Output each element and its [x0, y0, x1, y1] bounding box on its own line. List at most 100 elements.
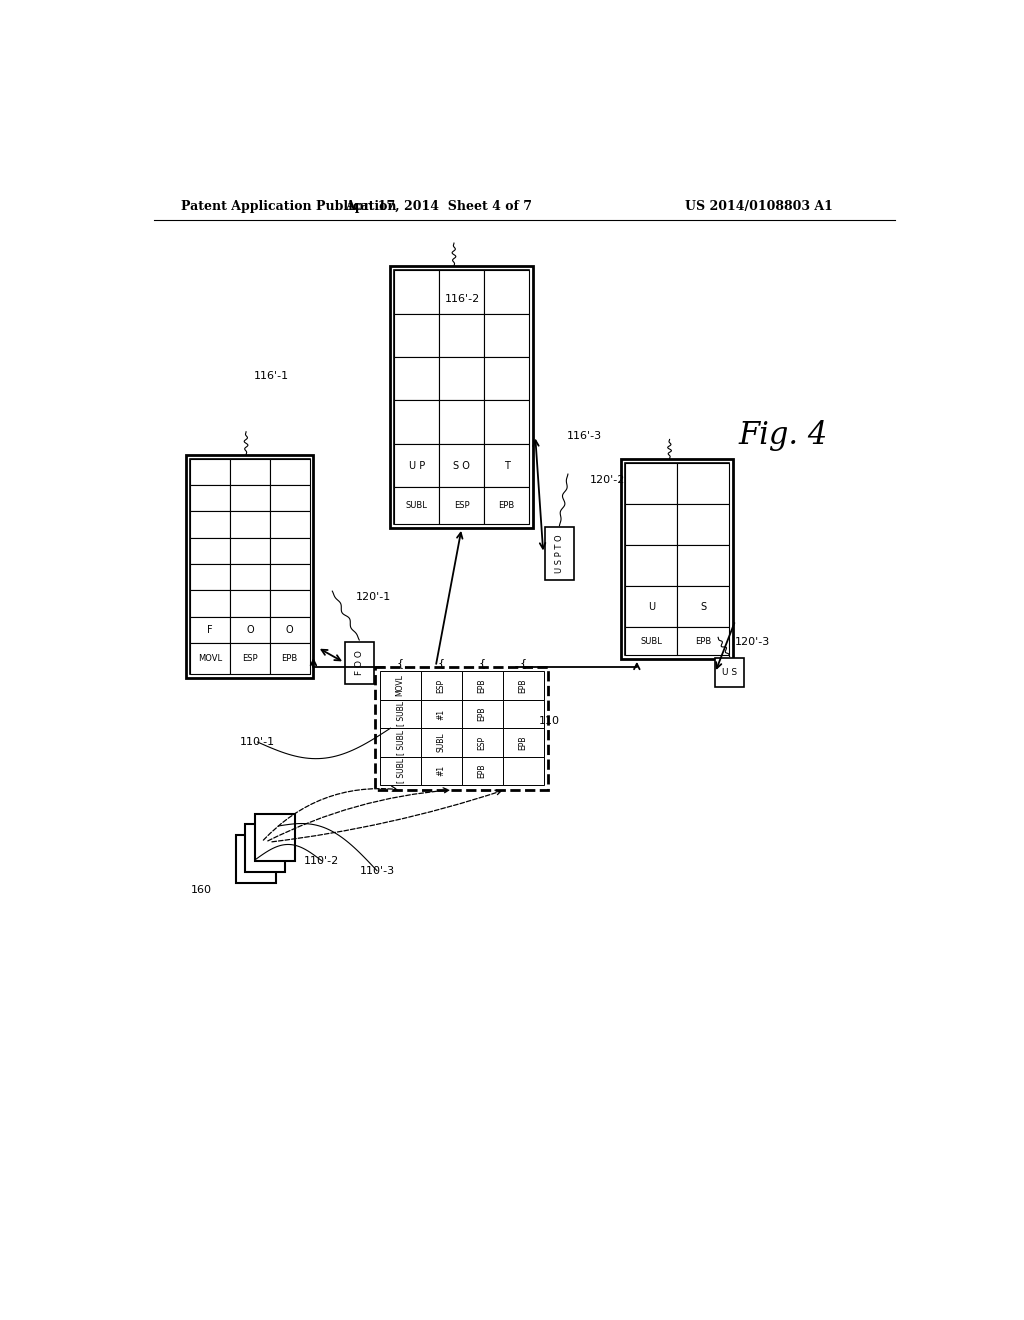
- Bar: [484, 400, 529, 444]
- Bar: [503, 700, 544, 729]
- Bar: [462, 756, 503, 785]
- Bar: [484, 444, 529, 487]
- Text: EPB: EPB: [519, 678, 527, 693]
- Text: 116'-1: 116'-1: [254, 371, 289, 380]
- Text: {: {: [437, 659, 444, 668]
- Bar: [626, 586, 677, 627]
- Bar: [190, 484, 230, 511]
- Bar: [269, 484, 309, 511]
- Bar: [246, 825, 286, 873]
- Text: Patent Application Publication: Patent Application Publication: [180, 199, 396, 213]
- Text: EPB: EPB: [477, 706, 486, 721]
- Text: U S: U S: [722, 668, 737, 677]
- Text: 110'-1: 110'-1: [240, 737, 275, 747]
- Bar: [715, 659, 744, 688]
- Text: O: O: [246, 624, 254, 635]
- Bar: [190, 537, 230, 564]
- Text: SUBL: SUBL: [406, 502, 428, 511]
- Bar: [190, 459, 230, 484]
- Text: US 2014/0108803 A1: US 2014/0108803 A1: [685, 199, 833, 213]
- Bar: [626, 627, 677, 655]
- Text: F: F: [207, 624, 213, 635]
- Bar: [345, 642, 374, 684]
- Text: 110: 110: [539, 715, 560, 726]
- Text: #1: #1: [436, 766, 445, 776]
- Text: Fig. 4: Fig. 4: [739, 420, 828, 451]
- Bar: [190, 564, 230, 590]
- Text: U P: U P: [409, 461, 425, 470]
- Bar: [380, 756, 421, 785]
- Bar: [380, 700, 421, 729]
- Text: ESP: ESP: [477, 735, 486, 750]
- Bar: [269, 537, 309, 564]
- Bar: [230, 484, 269, 511]
- Text: {: {: [396, 659, 403, 668]
- Text: 110'-2: 110'-2: [304, 855, 339, 866]
- Bar: [269, 511, 309, 537]
- Text: MOVL: MOVL: [395, 675, 404, 697]
- Bar: [230, 590, 269, 616]
- Text: 110'-3: 110'-3: [359, 866, 394, 875]
- Bar: [484, 314, 529, 356]
- Text: ESP: ESP: [242, 655, 258, 663]
- Bar: [269, 564, 309, 590]
- Bar: [230, 643, 269, 675]
- Bar: [439, 444, 484, 487]
- Bar: [626, 462, 729, 655]
- Text: 160: 160: [190, 884, 212, 895]
- Text: S: S: [700, 602, 707, 611]
- Text: 120'-1: 120'-1: [355, 593, 390, 602]
- Bar: [237, 836, 276, 883]
- Text: [ SUBL: [ SUBL: [395, 730, 404, 755]
- Bar: [269, 616, 309, 643]
- Bar: [677, 627, 729, 655]
- Bar: [269, 459, 309, 484]
- Bar: [421, 671, 462, 700]
- Text: ESP: ESP: [436, 678, 445, 693]
- Bar: [462, 729, 503, 756]
- Bar: [394, 271, 439, 314]
- Bar: [545, 527, 574, 579]
- Text: MOVL: MOVL: [198, 655, 222, 663]
- Text: EPB: EPB: [477, 678, 486, 693]
- Bar: [503, 729, 544, 756]
- Bar: [394, 314, 439, 356]
- Bar: [230, 564, 269, 590]
- Bar: [186, 455, 313, 678]
- Bar: [503, 756, 544, 785]
- Bar: [622, 459, 733, 659]
- Text: SUBL: SUBL: [640, 636, 663, 645]
- Text: EPB: EPB: [282, 655, 298, 663]
- Text: U S P T O: U S P T O: [555, 535, 564, 573]
- Bar: [421, 756, 462, 785]
- Text: EPB: EPB: [519, 735, 527, 750]
- Text: EPB: EPB: [499, 502, 515, 511]
- Bar: [375, 667, 548, 789]
- Bar: [190, 590, 230, 616]
- Text: U: U: [648, 602, 654, 611]
- Text: [ SUBL: [ SUBL: [395, 759, 404, 784]
- Bar: [269, 590, 309, 616]
- Bar: [190, 459, 309, 675]
- Text: 120'-3: 120'-3: [735, 638, 770, 647]
- Text: 116'-3: 116'-3: [567, 430, 602, 441]
- Bar: [484, 356, 529, 400]
- Bar: [230, 511, 269, 537]
- Bar: [269, 643, 309, 675]
- Bar: [230, 459, 269, 484]
- Bar: [439, 400, 484, 444]
- Bar: [484, 271, 529, 314]
- Bar: [421, 729, 462, 756]
- Bar: [421, 700, 462, 729]
- Bar: [439, 356, 484, 400]
- Bar: [462, 671, 503, 700]
- Bar: [190, 616, 230, 643]
- Text: SUBL: SUBL: [436, 733, 445, 752]
- Bar: [394, 271, 529, 524]
- Bar: [394, 487, 439, 524]
- Text: [ SUBL: [ SUBL: [395, 701, 404, 726]
- Text: {: {: [478, 659, 485, 668]
- Bar: [380, 729, 421, 756]
- Text: 120'-2: 120'-2: [590, 475, 625, 486]
- Text: Apr. 17, 2014  Sheet 4 of 7: Apr. 17, 2014 Sheet 4 of 7: [345, 199, 532, 213]
